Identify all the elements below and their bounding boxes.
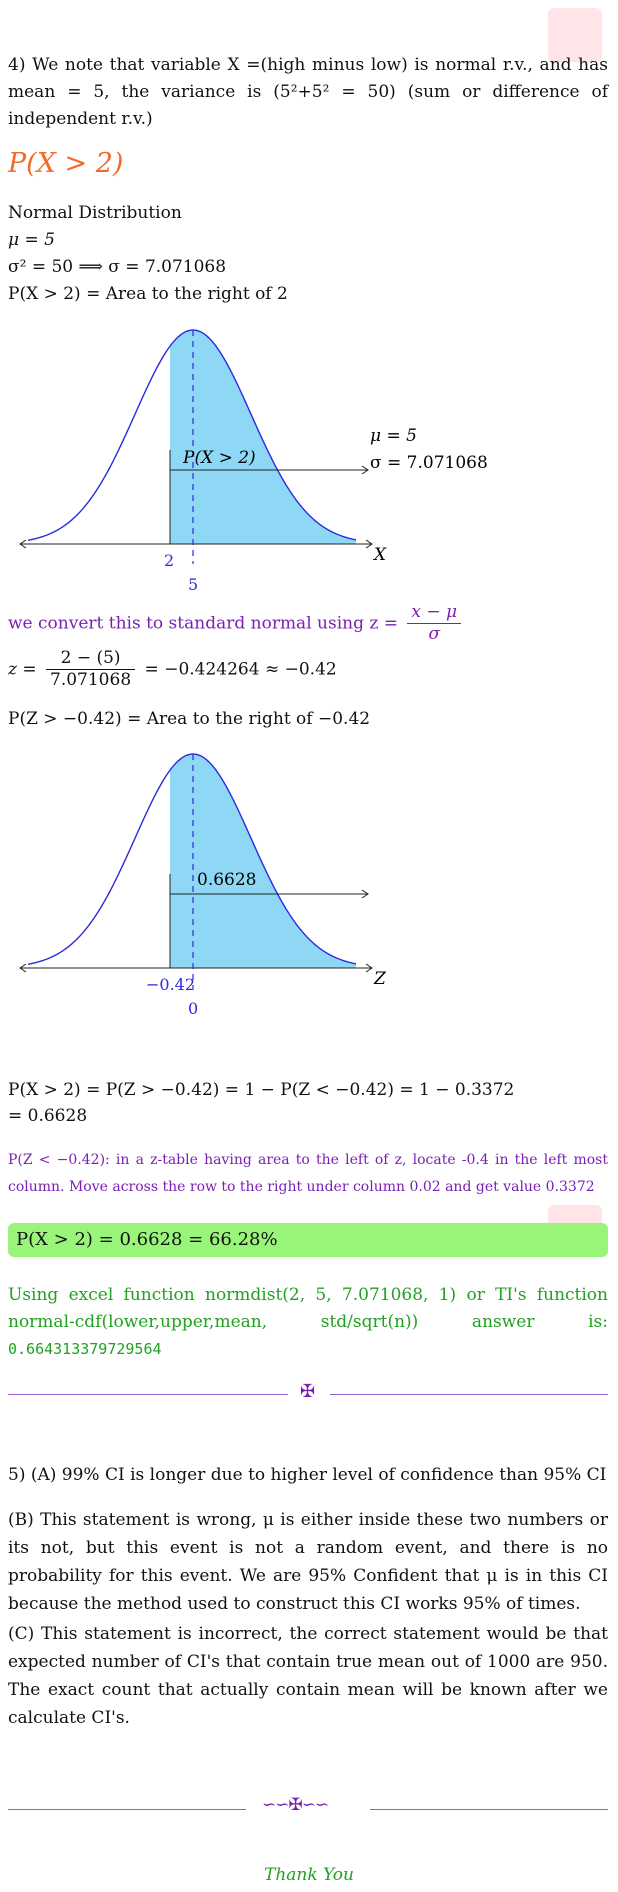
- standard-normal-curve: [27, 753, 357, 965]
- q4-intro: 4) We note that variable X =(high minus …: [8, 55, 608, 130]
- pz-line: P(Z > −0.42) = Area to the right of −0.4…: [8, 709, 371, 729]
- axis-label-x: X: [372, 545, 387, 565]
- convert-denominator: σ: [428, 624, 441, 645]
- area-line: P(X > 2) = Area to the right of 2: [8, 284, 288, 304]
- divider2-left: [8, 1809, 246, 1810]
- thank-you: Thank You: [263, 1865, 354, 1885]
- result-block: P(X > 2) = P(Z > −0.42) = 1 − P(Z < −0.4…: [8, 1077, 514, 1130]
- convert-numerator: x − μ: [407, 602, 462, 625]
- sigma-label: σ = 7.071068: [370, 453, 488, 473]
- tick-label-2: 2: [164, 551, 174, 570]
- mu-line: μ = 5: [8, 230, 55, 250]
- pointer-arrow-icon: [361, 465, 369, 475]
- z-numerator: 2 − (5): [46, 648, 136, 671]
- divider-ornament-icon: ✠: [300, 1381, 316, 1402]
- sigma-line: σ² = 50 ⟹ σ = 7.071068: [8, 257, 227, 277]
- section-heading: P(X > 2): [8, 148, 124, 179]
- excel-text: Using excel function normdist(2, 5, 7.07…: [8, 1285, 608, 1333]
- excel-value: 0.664313379729564: [8, 1340, 162, 1359]
- q5-part-a: 5) (A) 99% CI is longer due to higher le…: [8, 1465, 607, 1485]
- z-pointer-arrow-icon: [361, 889, 369, 899]
- z-denominator: 7.071068: [50, 670, 132, 691]
- z-axis-left-arrow-icon: [19, 963, 27, 973]
- result-line-1: P(X > 2) = P(Z > −0.42) = 1 − P(Z < −0.4…: [8, 1080, 515, 1100]
- z-right: = −0.424264 ≈ −0.42: [144, 659, 337, 680]
- z-table-note: P(Z < −0.42): in a z-table having area t…: [8, 1152, 608, 1196]
- normal-curve: [27, 329, 357, 541]
- tick-label-zero: 0: [188, 999, 198, 1018]
- q5-part-b: (B) This statement is wrong, μ is either…: [8, 1510, 608, 1615]
- shaded-area-label: P(X > 2): [182, 448, 256, 468]
- q5-part-c: (C) This statement is incorrect, the cor…: [8, 1624, 608, 1729]
- shaded-area-right: [170, 330, 356, 544]
- axis-label-z: Z: [373, 969, 387, 989]
- divider2-ornament-icon: ∽∽✠∽∽: [262, 1795, 329, 1815]
- divider-right: [330, 1394, 608, 1395]
- normal-title: Normal Distribution: [8, 203, 182, 223]
- z-fraction: 2 − (5) 7.071068: [46, 648, 136, 692]
- shaded-probability-label: 0.6628: [197, 870, 256, 890]
- shaded-area-right-z: [170, 754, 356, 968]
- axis-left-arrow-icon: [19, 539, 27, 549]
- divider-left: [8, 1394, 288, 1395]
- convert-line: we convert this to standard normal using…: [8, 602, 465, 646]
- convert-fraction: x − μ σ: [407, 602, 462, 646]
- z-equation: z = 2 − (5) 7.071068 = −0.424264 ≈ −0.42: [8, 648, 337, 692]
- watermark-logo-icon: [548, 8, 602, 62]
- mu-label: μ = 5: [370, 426, 417, 446]
- z-axis-right-arrow-icon: [365, 963, 373, 973]
- axis-right-arrow-icon: [365, 539, 373, 549]
- result-line-2: = 0.6628: [8, 1106, 88, 1127]
- convert-text: we convert this to standard normal using…: [8, 613, 398, 634]
- divider2-right: [370, 1809, 608, 1810]
- final-answer-box: P(X > 2) = 0.6628 = 66.28%: [8, 1223, 608, 1257]
- normal-curve-graph-1: P(X > 2) μ = 5 σ = 7.071068 2 5 X: [19, 329, 488, 594]
- excel-note: Using excel function normdist(2, 5, 7.07…: [8, 1282, 608, 1364]
- tick-label-mean: 5: [188, 575, 198, 594]
- normal-curve-graph-2: 0.6628 −0.42 0 Z: [19, 753, 387, 1018]
- z-left: z =: [8, 659, 37, 680]
- tick-label-z: −0.42: [146, 975, 195, 994]
